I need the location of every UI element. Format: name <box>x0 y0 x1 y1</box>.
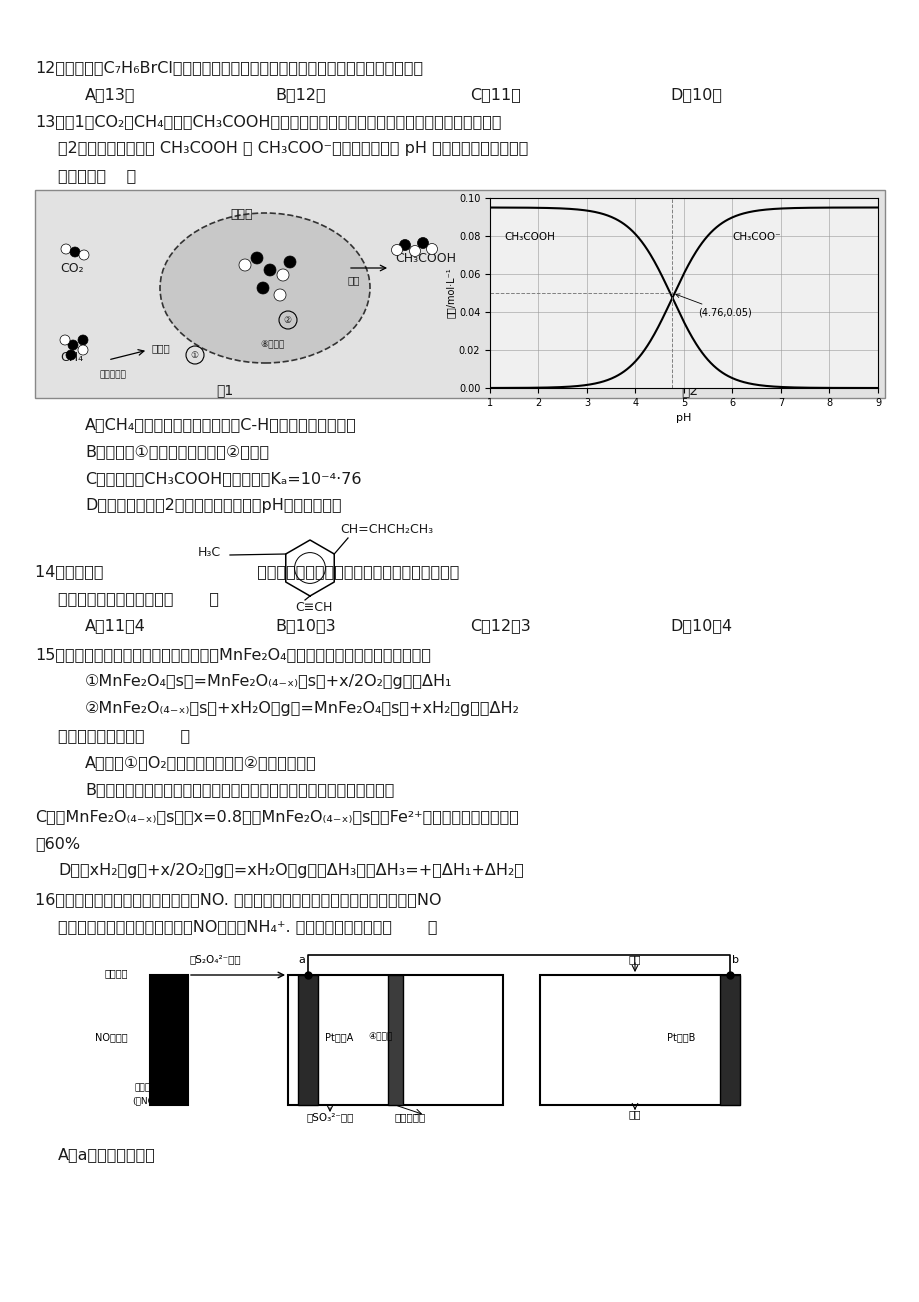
Y-axis label: 浓度/mol·L⁻¹: 浓度/mol·L⁻¹ <box>446 268 456 318</box>
Text: CH₄: CH₄ <box>60 352 83 365</box>
Text: 正确的是（    ）: 正确的是（ ） <box>58 168 136 184</box>
Text: ②: ② <box>283 316 290 326</box>
Bar <box>150 975 187 1105</box>
Text: NO吸收洗: NO吸收洗 <box>96 1032 128 1042</box>
Circle shape <box>277 270 289 281</box>
Text: (4.76,0.05): (4.76,0.05) <box>675 294 752 318</box>
Circle shape <box>264 264 276 276</box>
Text: 夺氢: 夺氢 <box>347 275 360 285</box>
Text: ①: ① <box>190 352 198 361</box>
Text: 图1: 图1 <box>216 383 233 397</box>
Text: D．10，4: D．10，4 <box>669 618 732 634</box>
Circle shape <box>239 259 251 271</box>
Text: 14．在有机物                              中，在同一平面上碳原子至少有几个，在同一直: 14．在有机物 中，在同一平面上碳原子至少有几个，在同一直 <box>35 565 459 579</box>
Text: 线上的碳原子最多有几个（       ）: 线上的碳原子最多有几个（ ） <box>58 591 219 607</box>
Circle shape <box>274 289 286 301</box>
Text: Pt电极B: Pt电极B <box>666 1032 694 1042</box>
Circle shape <box>251 253 263 264</box>
Circle shape <box>391 245 403 255</box>
Text: 含S₂O₄²⁻溶液: 含S₂O₄²⁻溶液 <box>189 954 241 963</box>
Text: 选择性活化: 选择性活化 <box>100 371 127 379</box>
Bar <box>388 975 403 1105</box>
Text: C．室温下，CH₃COOH的电离常数Kₐ=10⁻⁴·76: C．室温下，CH₃COOH的电离常数Kₐ=10⁻⁴·76 <box>85 471 361 487</box>
Text: C．11种: C．11种 <box>470 87 520 103</box>
Text: CO₂: CO₂ <box>60 262 84 275</box>
Text: 确酸: 确酸 <box>628 954 641 963</box>
Text: a: a <box>299 954 305 965</box>
Text: 为60%: 为60% <box>35 836 80 852</box>
Text: B．10，3: B．10，3 <box>275 618 335 634</box>
Ellipse shape <box>160 214 369 363</box>
Text: 含SO₃²⁻溶液: 含SO₃²⁻溶液 <box>306 1112 353 1122</box>
Text: D．升高温度，图2中两条曲线交点会向pH增大方向移动: D．升高温度，图2中两条曲线交点会向pH增大方向移动 <box>85 499 341 513</box>
Text: 12．分子式为C₇H₆BrCl，且苯环上一氯代物有三种的有机物共有（不含立体异构）: 12．分子式为C₇H₆BrCl，且苯环上一氯代物有三种的有机物共有（不含立体异构… <box>35 60 423 76</box>
Text: C．12，3: C．12，3 <box>470 618 530 634</box>
Text: 13．图1为CO₂与CH₄转化为CH₃COOH的反应历程（中间体的能量关系如虚框中曲线所示），: 13．图1为CO₂与CH₄转化为CH₃COOH的反应历程（中间体的能量关系如虚框… <box>35 115 501 129</box>
Text: C≡CH: C≡CH <box>295 602 332 615</box>
Text: B．该热化学循环制氢过程简单，无污染，物料可循环使用，安全易分离: B．该热化学循环制氢过程简单，无污染，物料可循环使用，安全易分离 <box>85 783 394 798</box>
Text: 气体出口: 气体出口 <box>105 967 128 978</box>
Circle shape <box>78 335 88 345</box>
Bar <box>539 975 739 1105</box>
Bar <box>298 975 318 1105</box>
Text: A．反应①中O₂是还原产物，反应②中水是氧化剂: A．反应①中O₂是还原产物，反应②中水是氧化剂 <box>85 755 316 771</box>
Text: B．中间体①的能量小于中间体②的能量: B．中间体①的能量小于中间体②的能量 <box>85 444 269 460</box>
Text: 催化剂: 催化剂 <box>152 342 171 353</box>
Text: b: b <box>732 954 739 965</box>
Circle shape <box>70 247 80 256</box>
Text: 15．最新研究发现，复合氧化物铁酸锰（MnFe₂O₄）可用于热化学循环分解制氢气：: 15．最新研究发现，复合氧化物铁酸锰（MnFe₂O₄）可用于热化学循环分解制氢气… <box>35 647 430 663</box>
Text: A．11，4: A．11，4 <box>85 618 146 634</box>
Text: C．若MnFe₂O₍₄₋ₓ₎（s）中x=0.8，则MnFe₂O₍₄₋ₓ₎（s）中Fe²⁺占全部铁元素的百分率: C．若MnFe₂O₍₄₋ₓ₎（s）中x=0.8，则MnFe₂O₍₄₋ₓ₎（s）中… <box>35 810 518 824</box>
Circle shape <box>426 243 437 254</box>
Text: CH=CHCH₂CH₃: CH=CHCH₂CH₃ <box>340 523 433 536</box>
Text: 下列说法正确的是（       ）: 下列说法正确的是（ ） <box>58 729 190 743</box>
Text: 确酸: 确酸 <box>628 1109 641 1118</box>
Text: A．CH₄分子在催化剂表面会断开C-H键，断键会释放能量: A．CH₄分子在催化剂表面会断开C-H键，断键会释放能量 <box>85 418 357 432</box>
Circle shape <box>417 237 428 249</box>
Circle shape <box>256 283 268 294</box>
Bar <box>720 975 739 1105</box>
X-axis label: pH: pH <box>675 413 691 423</box>
Text: 的装置，如下图所示，它可以将NO转化为NH₄⁺. 下列说法不正确的是（       ）: 的装置，如下图所示，它可以将NO转化为NH₄⁺. 下列说法不正确的是（ ） <box>58 919 437 935</box>
Circle shape <box>60 335 70 345</box>
Text: CH₃COO⁻: CH₃COO⁻ <box>732 232 780 242</box>
Circle shape <box>68 340 78 350</box>
Text: 图2: 图2 <box>681 383 698 397</box>
Text: ⑧正确云: ⑧正确云 <box>260 341 284 349</box>
Text: CH₃COOH: CH₃COOH <box>504 232 555 242</box>
Bar <box>288 975 503 1105</box>
Text: ①MnFe₂O₄（s）=MnFe₂O₍₄₋ₓ₎（s）+x/2O₂（g）；ΔH₁: ①MnFe₂O₄（s）=MnFe₂O₍₄₋ₓ₎（s）+x/2O₂（g）；ΔH₁ <box>85 674 452 690</box>
Text: CH₃COOH: CH₃COOH <box>394 251 456 264</box>
Text: (含NO): (含NO) <box>131 1096 158 1105</box>
Text: 过渡态: 过渡态 <box>230 208 252 221</box>
Circle shape <box>61 243 71 254</box>
Text: A．a连接电源的负极: A．a连接电源的负极 <box>58 1147 155 1163</box>
Text: H₃C: H₃C <box>198 547 221 560</box>
Circle shape <box>399 240 410 250</box>
Circle shape <box>409 246 420 256</box>
Text: 燃烧尾气: 燃烧尾气 <box>134 1083 155 1092</box>
Circle shape <box>78 345 88 355</box>
Text: 16．燃烧产生的尾气中含有一定量的NO. 科学家们设计了一种间接电处理法除去其中NO: 16．燃烧产生的尾气中含有一定量的NO. 科学家们设计了一种间接电处理法除去其中… <box>35 892 441 907</box>
Text: ②MnFe₂O₍₄₋ₓ₎（s）+xH₂O（g）=MnFe₂O₄（s）+xH₂（g）；ΔH₂: ②MnFe₂O₍₄₋ₓ₎（s）+xH₂O（g）=MnFe₂O₄（s）+xH₂（g… <box>85 702 519 716</box>
Bar <box>35 190 884 398</box>
Circle shape <box>284 256 296 268</box>
Text: D．若xH₂（g）+x/2O₂（g）=xH₂O（g）；ΔH₃，则ΔH₃=+（ΔH₁+ΔH₂）: D．若xH₂（g）+x/2O₂（g）=xH₂O（g）；ΔH₃，则ΔH₃=+（ΔH… <box>58 863 523 879</box>
Text: 图2为室温下某溶液中 CH₃COOH 和 CH₃COO⁻两种微粒浓度随 pH 变化的曲线。下列结论: 图2为室温下某溶液中 CH₃COOH 和 CH₃COO⁻两种微粒浓度随 pH 变… <box>58 142 528 156</box>
Text: B．12种: B．12种 <box>275 87 325 103</box>
Text: D．10种: D．10种 <box>669 87 721 103</box>
Circle shape <box>66 350 76 359</box>
Text: A．13种: A．13种 <box>85 87 135 103</box>
Text: 离子交换膜: 离子交换膜 <box>394 1112 425 1122</box>
Text: Pt电极A: Pt电极A <box>324 1032 353 1042</box>
Circle shape <box>79 250 89 260</box>
Text: ④正确云: ④正确云 <box>368 1032 391 1042</box>
